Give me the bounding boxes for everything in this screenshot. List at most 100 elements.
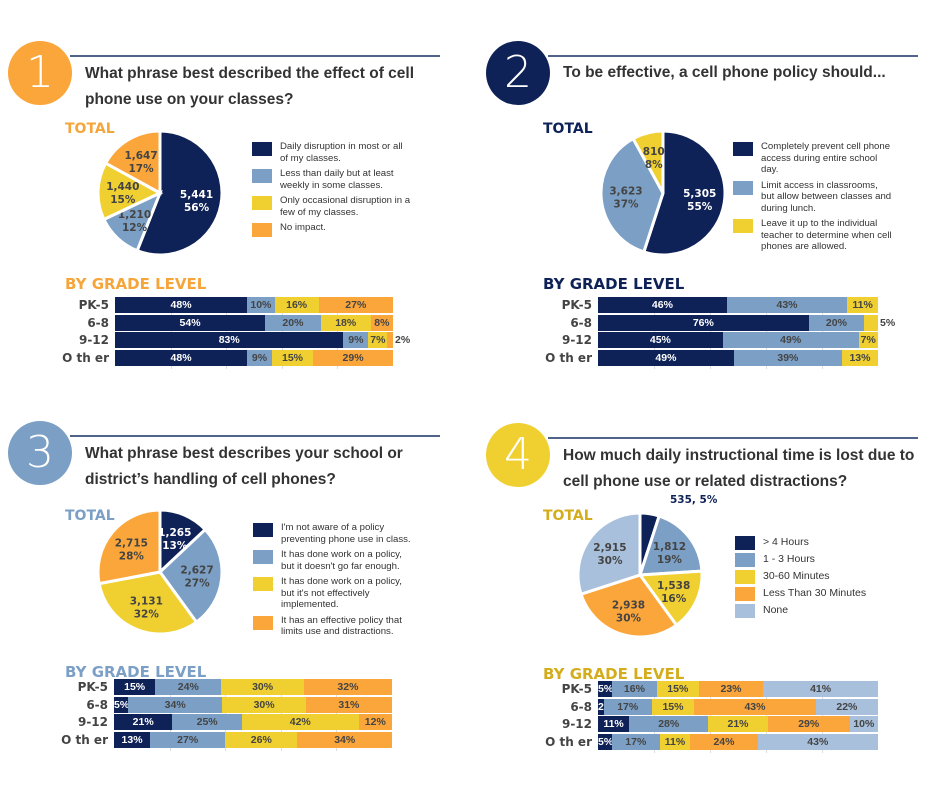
bar-segment-label: 11% (664, 736, 686, 749)
legend-swatch (252, 223, 272, 237)
bar-segment-label: 15% (282, 352, 304, 365)
legend-swatch (735, 604, 755, 618)
bar-segment-label: 11% (603, 718, 624, 731)
bar-segment-label: 18% (335, 316, 357, 329)
bar-segment-label: 39% (777, 352, 799, 365)
bar-track: 54% 20% 18% 8% (115, 314, 393, 331)
bar-row: 6-8 5% 34% 30% 31% (0, 696, 470, 715)
bar-segment-label: 30% (252, 681, 274, 693)
bar-segment-label: 11% (852, 299, 873, 311)
bar-segment-label: 27% (177, 734, 199, 747)
legend-swatch (733, 219, 753, 233)
pie-slice (96, 508, 162, 586)
pie-slice-percent: 15% (110, 194, 136, 206)
bar-segment: 20% (265, 314, 321, 331)
legend-swatch (735, 587, 755, 601)
bar-segment-label: 15% (667, 683, 689, 695)
pie-slice-count: 2,715 (115, 537, 148, 549)
bar-segment: 24% (155, 679, 222, 695)
bar-track: 46% 43% 11% (598, 297, 878, 313)
pie-slice-percent: 16% (661, 593, 687, 605)
grade-label: 9-12 (77, 715, 108, 730)
legend-item: Leave it up to the individual teacher to… (733, 218, 893, 253)
bar-segment: 2% (387, 332, 410, 349)
question-panel-3: 3 What phrase best describes your school … (0, 380, 470, 770)
bar-row: 9-12 45% 49% 7% (478, 332, 940, 350)
pie-slice-count: 1,647 (124, 150, 157, 162)
bar-segment-label: 31% (338, 698, 360, 711)
bar-segment: 54% (115, 314, 266, 331)
total-heading: TOTAL (543, 508, 593, 524)
pie-slice (631, 129, 665, 194)
bar-segment-label: 13% (849, 352, 871, 365)
bar-segment: 15% (114, 679, 156, 695)
bar-segment-label: 7% (860, 334, 876, 347)
bar-segment-label: 49% (655, 352, 677, 365)
bar-segment: 49% (722, 332, 859, 349)
pie-slice-count: 2,627 (180, 565, 213, 577)
bar-segment-label: 16% (286, 299, 308, 311)
pie-slice-percent: 19% (657, 554, 683, 566)
pie-slice-percent: 8% (645, 159, 663, 171)
bar-segment-label: 23% (720, 683, 742, 695)
legend-item: Daily disruption in most or all of my cl… (252, 141, 412, 164)
bar-segment: 41% (763, 681, 878, 697)
legend-label: I'm not aware of a policy preventing pho… (281, 522, 411, 545)
grade-level-heading: BY GRADE LEVEL (65, 275, 207, 293)
bar-row: 9-12 83% 9% 7% 2% (0, 332, 470, 350)
pie-slice-percent: 30% (616, 612, 642, 624)
grade-label: O th er (545, 735, 592, 750)
question-number-badge: 2 (486, 41, 550, 105)
grade-label: PK-5 (561, 298, 592, 312)
legend: Daily disruption in most or all of my cl… (252, 141, 412, 241)
bar-segment: 43% (694, 698, 816, 715)
question-title: What phrase best describes your school o… (85, 445, 403, 488)
legend-label: Completely prevent cell phone access dur… (761, 141, 891, 175)
pie-slice-count: 1,265 (158, 527, 191, 539)
pie-slice-count: 2,915 (593, 542, 626, 554)
grade-label: 9-12 (561, 717, 592, 732)
bar-segment: 11% (598, 716, 630, 733)
bar-segment: 42% (241, 714, 359, 731)
bar-segment-label: 43% (776, 299, 798, 311)
bar-segment-label: 22% (836, 700, 858, 713)
bar-segment-label: 24% (177, 681, 199, 693)
legend: Completely prevent cell phone access dur… (733, 141, 893, 257)
legend-label: Limit access in classrooms, but allow be… (761, 179, 892, 214)
pie-slice (637, 514, 704, 577)
bar-segment: 27% (150, 732, 226, 749)
bar-segment-label: 17% (625, 736, 647, 749)
bar-segment: 11% (847, 297, 878, 313)
question-number-badge: 4 (486, 423, 550, 487)
bar-track: 49% 39% 13% (598, 350, 878, 367)
bar-segment: 39% (733, 350, 842, 367)
bar-segment-label: 17% (617, 700, 639, 713)
bar-segment-label: 45% (649, 334, 671, 347)
bar-segment: 24% (690, 734, 758, 751)
bar-segment-label: 54% (179, 316, 201, 329)
bar-track: 48% 10% 16% 27% (115, 297, 393, 313)
bar-segment-label: 48% (170, 299, 192, 311)
bar-segment-label: 13% (121, 734, 143, 747)
bar-segment: 15% (651, 698, 695, 715)
bar-segment: 16% (274, 297, 319, 313)
bar-segment: 28% (629, 716, 709, 733)
bar-segment-label: 9% (251, 352, 268, 365)
pie-slice (637, 569, 704, 628)
bar-segment: 46% (598, 297, 727, 313)
legend-label: Daily disruption in most or all of my cl… (280, 141, 403, 164)
legend-item: 30-60 Minutes (735, 569, 925, 584)
bar-row: PK-5 5% 16% 15% 23% 41% (478, 681, 940, 699)
legend-label: 30-60 Minutes (763, 569, 830, 582)
pie-slice-percent: 12% (122, 222, 148, 234)
legend-swatch (733, 142, 753, 156)
pie-slice (97, 570, 199, 636)
bar-segment: 45% (598, 332, 723, 349)
bar-segment-label: 29% (798, 718, 820, 731)
question-panel-4: 4 How much daily instructional time is lo… (478, 382, 940, 772)
bar-segment-label: 26% (250, 734, 272, 747)
legend-swatch (253, 523, 273, 537)
bar-segment: 18% (320, 314, 371, 331)
bar-segment: 26% (225, 732, 298, 749)
bar-segment: 13% (841, 350, 878, 367)
